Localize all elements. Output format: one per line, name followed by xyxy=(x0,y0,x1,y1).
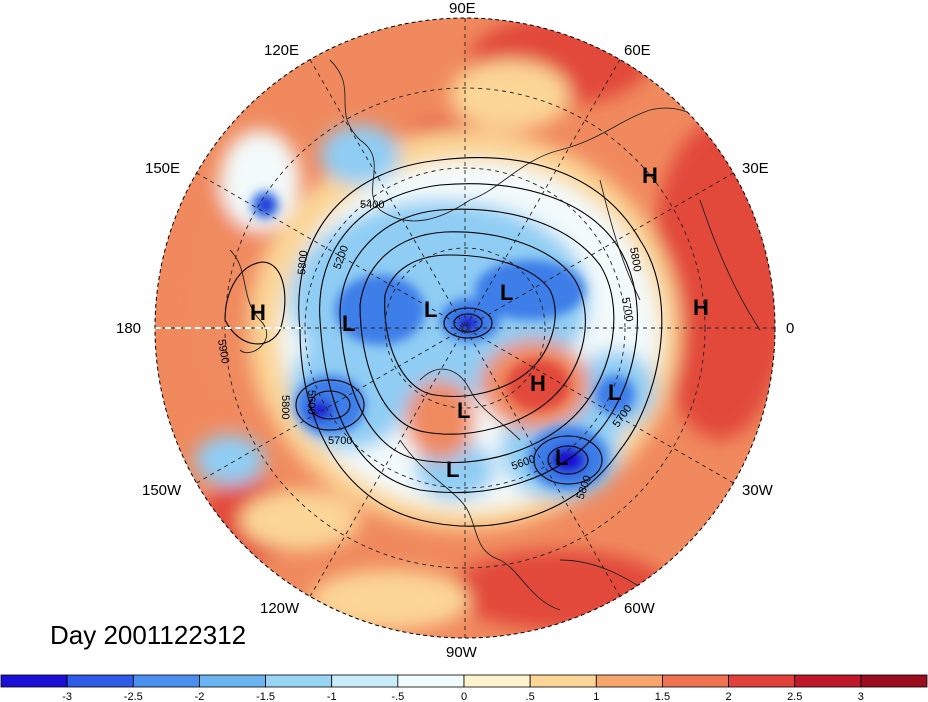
colorbar-swatch xyxy=(463,674,531,688)
low-pressure-marker: L xyxy=(608,380,621,405)
colorbar-swatch xyxy=(595,674,663,688)
colorbar-tick-label: -3 xyxy=(62,691,72,702)
colorbar-tick-label: 2.5 xyxy=(787,691,802,702)
colorbar-swatch xyxy=(860,674,928,688)
colorbar: -3 -2.5 -2 -1.5 -1 -.5 0 .5 1 1.5 2 2.5 3 xyxy=(0,674,928,702)
colorbar-swatch xyxy=(331,674,399,688)
colorbar-tick-label: -1.5 xyxy=(256,691,275,702)
high-pressure-marker: H xyxy=(250,300,266,325)
colorbar-swatch xyxy=(397,674,465,688)
colorbar-tick-label: 0 xyxy=(461,691,467,702)
contour-label: 5900 xyxy=(215,338,231,364)
lon-label-90w: 90W xyxy=(446,644,477,661)
contour-label: 5700 xyxy=(619,296,635,322)
height-contours xyxy=(224,157,663,527)
low-pressure-marker: L xyxy=(500,280,513,305)
lon-label-180: 180 xyxy=(116,320,142,337)
low-pressure-marker: L xyxy=(446,457,459,482)
lon-label-150w: 150W xyxy=(142,482,182,499)
colorbar-swatch xyxy=(529,674,597,688)
lon-label-60e: 60E xyxy=(624,42,651,59)
low-pressure-marker: L xyxy=(457,398,470,423)
colorbar-tick-label: -.5 xyxy=(391,691,404,702)
colorbar-swatch xyxy=(265,674,333,688)
colorbar-swatch xyxy=(794,674,862,688)
lon-label-30w: 30W xyxy=(742,482,773,499)
temperature-anomaly-field xyxy=(155,18,775,638)
high-pressure-marker: H xyxy=(693,295,709,320)
colorbar-tick-label: -1 xyxy=(327,691,337,702)
low-pressure-marker: L xyxy=(555,445,568,470)
contour-label: 5800 xyxy=(296,250,310,275)
low-pressure-marker: L xyxy=(342,311,355,336)
colorbar-tick-label: 2 xyxy=(726,691,732,702)
colorbar-tick-label: 3 xyxy=(858,691,864,702)
colorbar-swatch xyxy=(199,674,266,688)
contour-label: 5800 xyxy=(627,246,643,272)
contour-label: 5400 xyxy=(360,199,384,211)
colorbar-tick-label: 1 xyxy=(593,691,599,702)
lon-label-90e: 90E xyxy=(449,0,476,17)
colorbar-tick-label: -2.5 xyxy=(124,691,143,702)
map-title: Day 2001122312 xyxy=(50,620,247,650)
lon-label-30e: 30E xyxy=(742,160,769,177)
colorbar-swatch xyxy=(132,674,200,688)
colorbar-swatch xyxy=(728,674,796,688)
lon-label-60w: 60W xyxy=(624,600,655,617)
lon-label-0: 0 xyxy=(786,320,795,337)
colorbar-tick-label: -2 xyxy=(195,691,205,702)
contour-label: 5600 xyxy=(305,390,317,414)
colorbar-swatch xyxy=(66,674,134,688)
high-pressure-marker: H xyxy=(642,163,658,188)
low-pressure-marker: L xyxy=(424,297,437,322)
colorbar-tick-label: 1.5 xyxy=(655,691,670,702)
colorbar-swatch xyxy=(0,674,68,688)
contour-label: 5800 xyxy=(279,395,291,419)
contour-label: 5700 xyxy=(328,435,352,447)
lon-label-150e: 150E xyxy=(145,160,181,177)
high-pressure-marker: H xyxy=(530,371,546,396)
lon-label-120w: 120W xyxy=(260,600,300,617)
lon-label-120e: 120E xyxy=(264,42,300,59)
map-border xyxy=(154,17,776,639)
colorbar-swatch xyxy=(662,674,729,688)
polar-map: 5400 5200 5800 5900 5700 5600 5800 5700 … xyxy=(154,17,776,639)
colorbar-tick-label: .5 xyxy=(526,691,535,702)
